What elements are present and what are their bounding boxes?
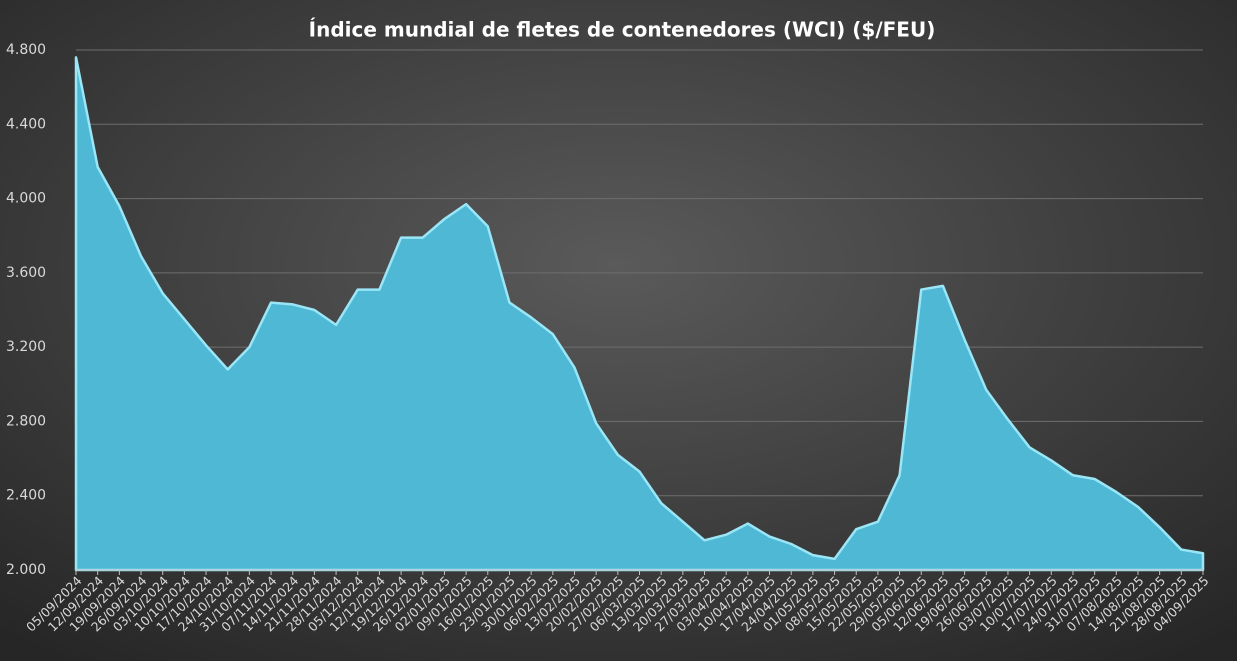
y-tick-label: 2.400	[6, 488, 46, 504]
y-tick-label: 4.800	[6, 42, 46, 58]
y-tick-label: 2.800	[6, 413, 46, 429]
y-tick-label: 4.400	[6, 116, 46, 132]
y-tick-label: 2.000	[6, 562, 46, 578]
area	[74, 56, 1205, 572]
y-tick-label: 4.000	[6, 191, 46, 207]
y-tick-label: 3.200	[6, 339, 46, 355]
y-tick-label: 3.600	[6, 265, 46, 281]
chart-title: Índice mundial de fletes de contenedores…	[309, 18, 936, 42]
